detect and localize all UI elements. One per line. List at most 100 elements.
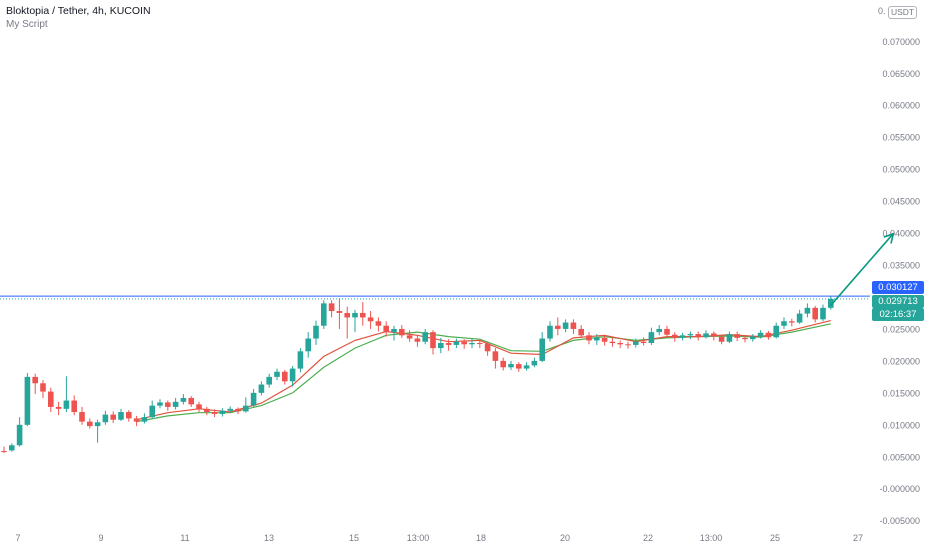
- candle: [609, 341, 616, 344]
- candle: [422, 332, 428, 342]
- candle: [703, 333, 709, 338]
- candle: [110, 414, 116, 420]
- candle: [523, 365, 530, 369]
- candle: [126, 412, 132, 419]
- candle: [687, 334, 694, 336]
- candle: [40, 383, 46, 392]
- y-tick-label: 0.020000: [882, 356, 920, 366]
- x-tick-label: 27: [853, 533, 863, 543]
- candle: [469, 343, 475, 345]
- candle: [711, 333, 717, 337]
- candle: [399, 328, 405, 336]
- candle: [539, 338, 545, 361]
- candle: [63, 400, 70, 409]
- chart-header: Bloktopia / Tether, 4h, KUCOIN My Script: [6, 5, 151, 31]
- candle: [24, 376, 31, 425]
- candle: [648, 332, 655, 344]
- candle: [492, 351, 499, 361]
- candle: [820, 307, 826, 320]
- x-tick-label: 22: [643, 533, 653, 543]
- candle: [157, 402, 163, 406]
- x-tick-label: 25: [770, 533, 780, 543]
- candle: [570, 322, 577, 329]
- candle: [305, 338, 311, 352]
- x-tick-label: 20: [560, 533, 570, 543]
- y-tick-label: 0.025000: [882, 324, 920, 334]
- candle: [32, 376, 38, 384]
- candle: [204, 408, 210, 413]
- candle: [414, 338, 421, 342]
- y-tick-label: 0.010000: [882, 420, 920, 430]
- candle: [656, 328, 662, 333]
- candle: [297, 351, 304, 369]
- candle: [617, 343, 623, 345]
- x-tick-label: 13:00: [700, 533, 723, 543]
- candle: [406, 335, 413, 339]
- candle: [48, 391, 54, 407]
- candle: [360, 312, 366, 318]
- projection-arrow: [830, 233, 894, 306]
- candle: [695, 334, 701, 338]
- candle: [781, 321, 787, 326]
- candle: [601, 337, 608, 342]
- candle: [757, 332, 764, 337]
- candle: [664, 328, 670, 335]
- indicator-label: My Script: [6, 19, 48, 30]
- candle: [516, 364, 522, 369]
- candle: [211, 412, 218, 414]
- currency-button[interactable]: USDT: [888, 6, 918, 19]
- y-tick-label: 0.050000: [882, 165, 920, 175]
- y-tick-label: 0.070000: [882, 37, 920, 47]
- y-tick-label: -0.000000: [879, 484, 920, 494]
- candle: [282, 371, 288, 382]
- candle: [71, 400, 77, 413]
- candle: [367, 317, 374, 322]
- candle: [375, 321, 382, 326]
- candle: [87, 421, 93, 427]
- candle: [258, 384, 265, 393]
- candle: [235, 408, 241, 412]
- candle: [586, 335, 592, 341]
- candle: [594, 337, 600, 341]
- y-tick-label: 0.065000: [882, 69, 920, 79]
- candle: [734, 334, 740, 338]
- candle: [313, 325, 319, 339]
- candle: [188, 397, 194, 405]
- x-tick-label: 18: [476, 533, 486, 543]
- candle: [149, 405, 155, 418]
- candle: [484, 343, 491, 352]
- candle: [672, 334, 678, 338]
- candle: [640, 341, 647, 344]
- x-tick-label: 9: [98, 533, 103, 543]
- candle: [227, 408, 233, 411]
- candle: [508, 364, 514, 368]
- candle: [79, 412, 85, 422]
- candle: [679, 335, 686, 338]
- candle: [55, 406, 62, 409]
- bar-countdown-label: 02:16:37: [872, 308, 924, 321]
- y-tick-label: 0.035000: [882, 261, 920, 271]
- y-tick-label: 0.045000: [882, 197, 920, 207]
- candle: [391, 328, 397, 333]
- candle: [274, 371, 280, 377]
- candle: [726, 334, 733, 342]
- candle: [562, 322, 569, 329]
- candle: [804, 307, 811, 314]
- candle: [750, 336, 756, 340]
- candle: [633, 341, 639, 345]
- candle: [141, 417, 148, 422]
- candle: [742, 337, 748, 340]
- candle: [250, 392, 257, 406]
- candle: [625, 344, 631, 346]
- last-price-label: 0.029713: [872, 295, 924, 308]
- candle: [321, 303, 327, 326]
- candle: [94, 422, 101, 427]
- candle: [453, 341, 460, 345]
- y-tick-label: -0.005000: [879, 516, 920, 526]
- candle: [383, 325, 389, 333]
- x-tick-label: 13: [264, 533, 274, 543]
- y-tick-top-cut: 0.: [878, 6, 886, 16]
- candle: [796, 313, 803, 323]
